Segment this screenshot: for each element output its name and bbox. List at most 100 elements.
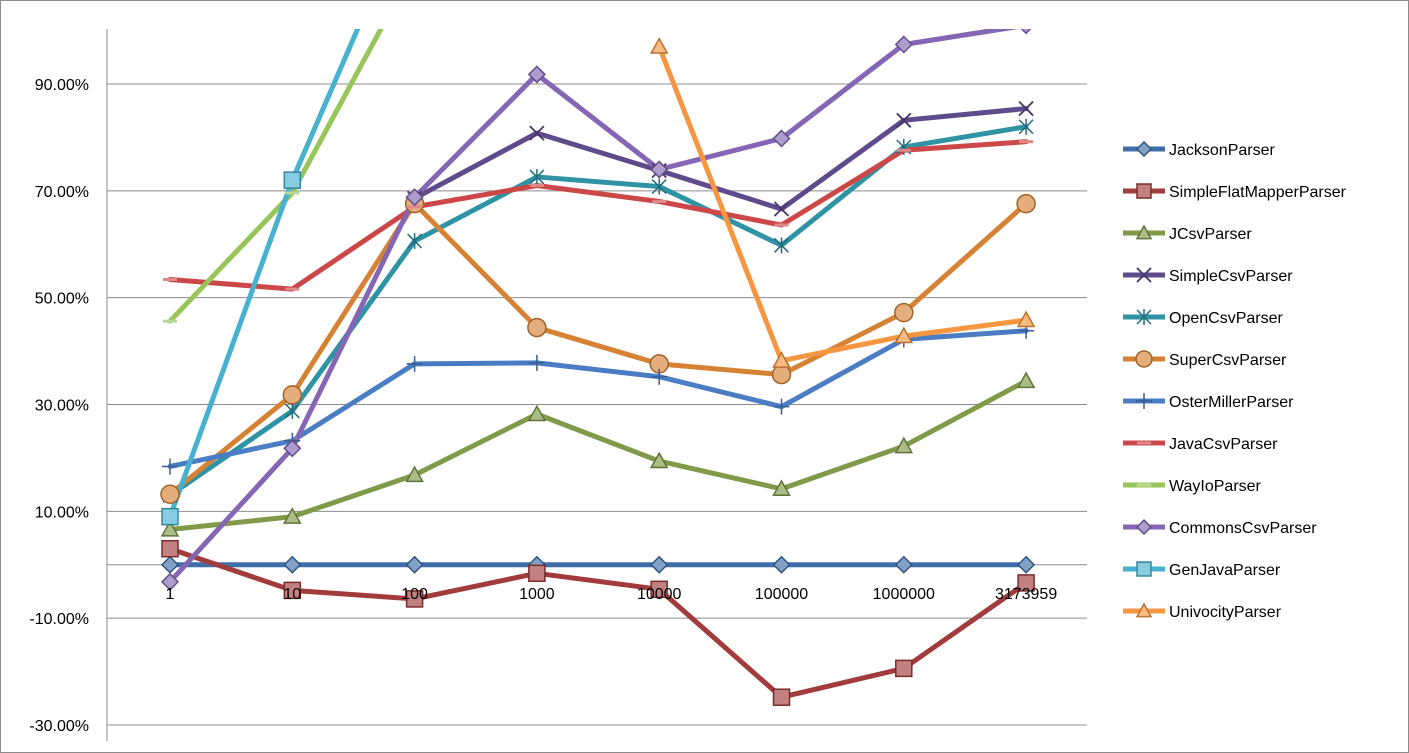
legend-item-java-csv-parser: JavaCsvParser <box>1123 436 1278 453</box>
marker-square <box>895 659 913 678</box>
marker-diamond <box>894 555 913 574</box>
marker-asterisk <box>1018 118 1034 135</box>
marker-diamond <box>1017 555 1036 574</box>
legend-item-open-csv-parser: OpenCsvParser <box>1123 309 1283 327</box>
y-tick-label: 50.00% <box>35 291 89 308</box>
x-axis-labels: 1 10 100 1000 10000 100000 1000000 3173959 <box>166 586 1058 603</box>
series-markers-jcsv-parser <box>160 371 1036 537</box>
x-tick-label: 10000 <box>637 586 682 603</box>
legend-item-jcsv-parser: JCsvParser <box>1123 224 1252 243</box>
marker-diamond <box>894 35 913 54</box>
marker-asterisk <box>529 168 545 185</box>
marker-diamond <box>650 555 669 574</box>
legend-item-way-io-parser: WayIoParser <box>1123 478 1262 495</box>
y-axis-labels: -30.00% -10.00% 10.00% 30.00% 50.00% 70.00% 90… <box>29 77 89 735</box>
marker-asterisk <box>1136 309 1152 325</box>
legend-label: CommonsCsvParser <box>1169 520 1317 537</box>
series-line-super-csv-parser <box>167 201 1029 497</box>
x-tick-label: 1000000 <box>873 586 935 603</box>
legend-item-simple-csv-parser: SimpleCsvParser <box>1123 267 1293 285</box>
marker-plus <box>406 355 423 372</box>
marker-circle <box>1135 350 1153 368</box>
marker-diamond <box>405 555 424 574</box>
marker-square <box>283 581 302 600</box>
y-tick-label: -10.00% <box>29 611 89 628</box>
marker-plus <box>528 354 545 371</box>
markers-group <box>160 29 1036 706</box>
marker-diamond <box>160 555 180 574</box>
marker-x <box>896 112 912 128</box>
marker-square <box>772 688 791 706</box>
marker-circle <box>160 484 180 504</box>
axes <box>106 29 1087 741</box>
marker-triangle <box>649 37 669 54</box>
marker-diamond <box>283 555 302 574</box>
marker-square <box>283 171 302 189</box>
marker-plus <box>162 458 178 475</box>
legend-item-univocity-parser: UnivocityParser <box>1123 602 1282 621</box>
legend-item-gen-java-parser: GenJavaParser <box>1123 561 1281 579</box>
x-tick-label: 100 <box>401 586 428 603</box>
legend-item-super-csv-parser: SuperCsvParser <box>1123 350 1287 369</box>
x-tick-label: 1 <box>166 586 175 603</box>
x-tick-label: 10 <box>283 586 301 603</box>
marker-triangle <box>649 451 669 469</box>
series-line-jcsv-parser <box>167 378 1029 532</box>
marker-diamond <box>405 188 424 207</box>
marker-square <box>1136 561 1152 577</box>
marker-circle <box>527 317 547 338</box>
marker-triangle <box>894 326 914 344</box>
marker-circle <box>282 385 303 405</box>
y-tick-label: 70.00% <box>35 184 89 201</box>
y-tick-label: 10.00% <box>35 504 89 521</box>
marker-triangle <box>160 519 180 537</box>
series-line-oster-miller-parser <box>167 328 1029 469</box>
marker-square <box>161 507 179 526</box>
marker-diamond <box>772 555 791 574</box>
marker-x <box>773 201 790 217</box>
legend-label: WayIoParser <box>1169 478 1262 495</box>
series-line-commons-csv-parser <box>167 29 1019 585</box>
marker-diamond <box>160 572 180 591</box>
x-tick-label: 100000 <box>755 586 808 603</box>
series-markers-java-csv-parser <box>163 140 1034 291</box>
series-markers-simple-flat-mapper-parser <box>161 539 1035 706</box>
x-tick-label: 3173959 <box>995 586 1057 603</box>
legend-label: SimpleFlatMapperParser <box>1169 184 1347 201</box>
legend-label: GenJavaParser <box>1169 562 1281 579</box>
marker-square <box>528 564 546 583</box>
series-markers-gen-java-parser <box>161 171 302 526</box>
legend-label: JCsvParser <box>1169 226 1252 243</box>
legend: JacksonParser SimpleFlatMapperParser JCsvP… <box>1123 140 1347 621</box>
legend-item-simple-flat-mapper-parser: SimpleFlatMapperParser <box>1123 183 1347 201</box>
marker-square <box>1136 183 1152 199</box>
legend-item-jackson-parser: JacksonParser <box>1123 140 1275 159</box>
x-tick-label: 1000 <box>519 586 555 603</box>
marker-asterisk <box>773 237 790 254</box>
legend-label: OpenCsvParser <box>1169 310 1283 327</box>
marker-triangle <box>1135 602 1153 618</box>
marker-plus <box>773 398 790 415</box>
series-markers-way-io-parser <box>163 191 300 323</box>
legend-label: SuperCsvParser <box>1169 352 1287 369</box>
marker-circle <box>1016 193 1036 214</box>
marker-x <box>1136 267 1152 283</box>
marker-plus <box>651 368 668 385</box>
marker-x <box>529 125 545 141</box>
marker-diamond <box>772 129 791 148</box>
legend-item-commons-csv-parser: CommonsCsvParser <box>1123 518 1317 537</box>
series-line-simple-csv-parser <box>412 106 1029 212</box>
marker-triangle <box>894 436 914 454</box>
marker-square <box>650 580 668 599</box>
marker-diamond <box>283 439 302 458</box>
legend-label: OsterMillerParser <box>1169 394 1294 411</box>
marker-diamond <box>527 65 546 84</box>
y-tick-label: 30.00% <box>35 398 89 415</box>
series-line-java-csv-parser <box>167 139 1029 292</box>
marker-square <box>1017 574 1035 592</box>
series-markers-super-csv-parser <box>160 193 1036 504</box>
y-tick-label: -30.00% <box>29 718 89 735</box>
legend-label: UnivocityParser <box>1169 604 1282 621</box>
